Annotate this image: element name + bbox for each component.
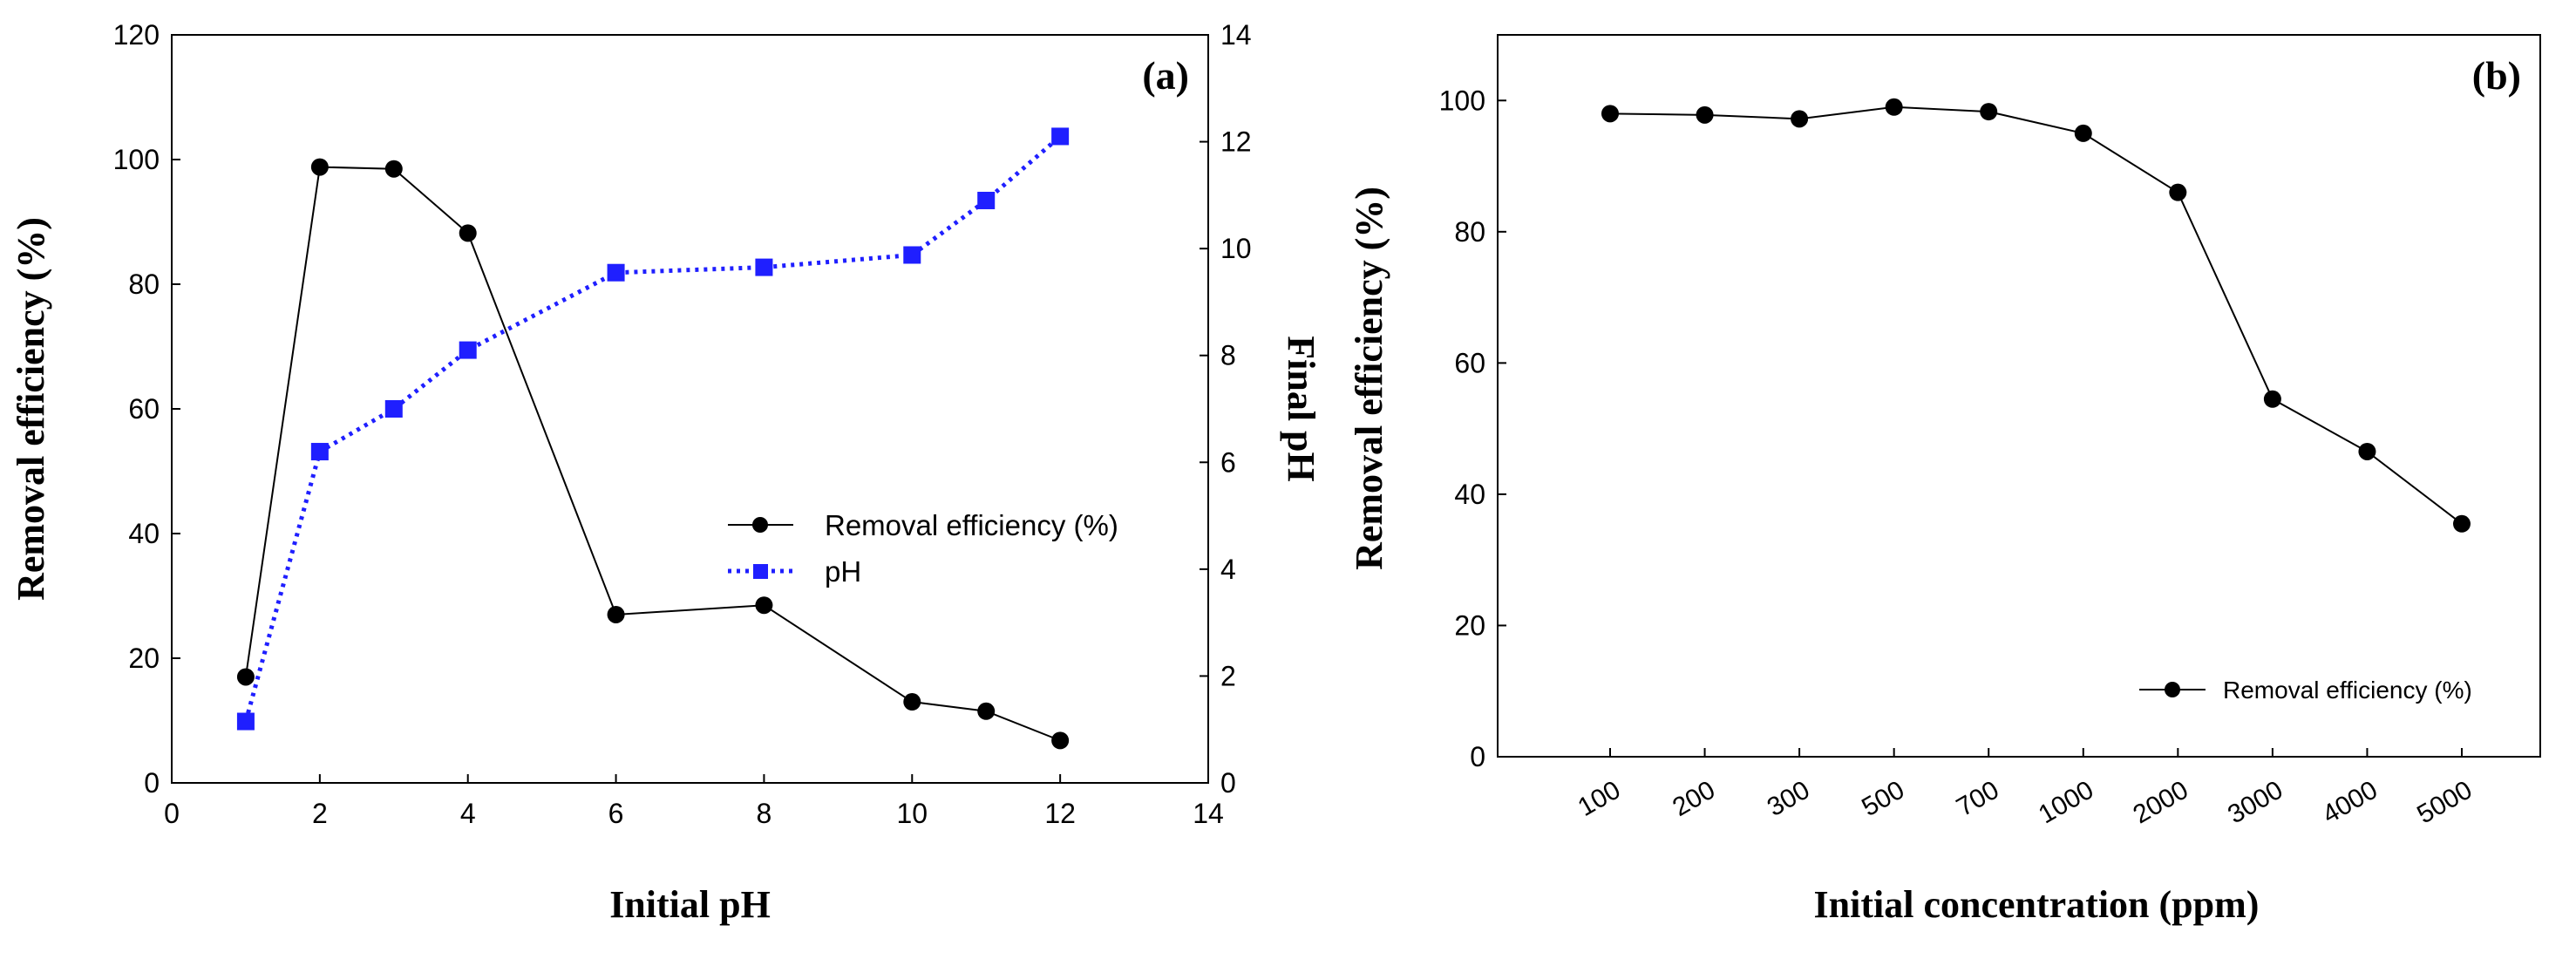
- x-tick-label: 10: [896, 798, 928, 829]
- legend-removal-label: Removal efficiency (%): [825, 509, 1118, 541]
- y2-tick-label: 6: [1220, 446, 1236, 478]
- legend-ph-label: pH: [825, 555, 861, 588]
- removal-point: [1696, 105, 1714, 124]
- removal-point: [1791, 110, 1809, 128]
- x-tick-label: 1000: [2034, 775, 2098, 829]
- removal-point: [903, 693, 921, 711]
- removal-point: [1980, 103, 1998, 121]
- x-tick-label: 300: [1763, 775, 1815, 822]
- removal-point: [1601, 105, 1619, 123]
- panel-b-x-axis: 100 200 300 500 700 1000 2000 3000 4000 5000: [1573, 748, 2477, 829]
- panel-b-series: [1601, 98, 2471, 533]
- y-tick-label: 60: [128, 393, 160, 425]
- y2-tick-label: 0: [1220, 767, 1236, 799]
- x-tick-label: 100: [1573, 775, 1626, 822]
- panel-b-plot-frame: [1497, 34, 2541, 758]
- panel-a-y2-axis-label: Final pH: [1280, 336, 1322, 482]
- x-tick-label: 3000: [2223, 775, 2287, 829]
- y-tick-label: 40: [128, 518, 160, 549]
- x-tick-label: 4000: [2318, 775, 2382, 829]
- removal-point: [1051, 731, 1070, 750]
- removal-point: [236, 668, 255, 686]
- removal-point: [384, 160, 403, 178]
- y-tick-label: 100: [1439, 85, 1485, 116]
- legend-removal-marker: [2165, 682, 2180, 697]
- y-tick-label: 120: [113, 19, 160, 51]
- y2-tick-label: 12: [1220, 126, 1252, 158]
- x-tick-label: 8: [757, 798, 772, 829]
- ph-point: [459, 341, 477, 359]
- ph-point: [903, 246, 921, 264]
- ph-point: [1051, 127, 1070, 146]
- legend-removal-label: Removal efficiency (%): [2223, 677, 2472, 704]
- removal-point: [2263, 390, 2281, 408]
- panel-a-x-axis: 0 2 4 6 8 10 12 14: [164, 774, 1224, 829]
- y-tick-label: 60: [1454, 347, 1485, 378]
- y2-tick-label: 10: [1220, 233, 1252, 264]
- removal-point: [2453, 514, 2471, 533]
- y-tick-label: 80: [1454, 216, 1485, 248]
- removal-point: [755, 596, 773, 615]
- y-tick-label: 80: [128, 269, 160, 300]
- y2-tick-label: 2: [1220, 660, 1236, 691]
- ph-point: [977, 191, 996, 209]
- x-tick-label: 4: [460, 798, 476, 829]
- y2-tick-label: 4: [1220, 554, 1236, 585]
- panel-a-legend: Removal efficiency (%) pH: [728, 509, 1118, 588]
- y2-tick-label: 14: [1220, 19, 1252, 51]
- x-tick-label: 2: [312, 798, 328, 829]
- ph-point: [236, 712, 255, 731]
- legend-removal-marker: [752, 517, 768, 533]
- x-tick-label: 14: [1193, 798, 1224, 829]
- removal-point: [607, 605, 625, 623]
- removal-point: [310, 158, 329, 176]
- x-tick-label: 5000: [2412, 775, 2477, 829]
- y-tick-label: 0: [1470, 741, 1485, 772]
- panel-b: 100 200 300 500 700 1000 2000 3000 4000 5000 0 20 4…: [1348, 34, 2541, 926]
- x-tick-label: 2000: [2129, 775, 2193, 829]
- x-tick-label: 12: [1044, 798, 1076, 829]
- x-tick-label: 200: [1668, 775, 1720, 822]
- removal-point: [1885, 98, 1903, 116]
- removal-point: [459, 224, 477, 242]
- removal-point: [977, 702, 996, 720]
- y-tick-label: 20: [1454, 609, 1485, 641]
- panel-b-x-axis-label: Initial concentration (ppm): [1814, 883, 2260, 926]
- ph-point: [310, 443, 329, 461]
- panel-b-label: (b): [2472, 53, 2521, 98]
- panel-a-y-axis-label: Removal efficiency (%): [10, 217, 52, 601]
- panel-a-y-axis: 0 20 40 60 80 100 120: [113, 19, 180, 799]
- panel-a-y2-axis: 0 2 4 6 8 10 12 14: [1200, 19, 1252, 799]
- y-tick-label: 40: [1454, 479, 1485, 510]
- removal-point: [2074, 124, 2092, 142]
- x-tick-label: 700: [1952, 775, 2004, 822]
- ph-point: [384, 400, 403, 418]
- x-tick-label: 6: [608, 798, 624, 829]
- panel-a-x-axis-label: Initial pH: [609, 883, 771, 926]
- ph-point: [607, 263, 625, 282]
- panel-b-y-axis-label: Removal efficiency (%): [1348, 187, 1390, 570]
- y-tick-label: 20: [128, 643, 160, 674]
- y-tick-label: 0: [144, 767, 160, 799]
- panel-b-legend: Removal efficiency (%): [2139, 677, 2472, 704]
- removal-point: [2169, 183, 2187, 201]
- y2-tick-label: 8: [1220, 340, 1236, 371]
- x-tick-label: 500: [1857, 775, 1909, 822]
- series-ph-line: [243, 134, 1062, 723]
- legend-ph-marker: [753, 564, 768, 579]
- series-removal-line: [1609, 105, 2463, 525]
- series-removal-line: [244, 166, 1061, 742]
- y-tick-label: 100: [113, 144, 160, 175]
- ph-point: [755, 258, 773, 276]
- panel-b-y-axis: 0 20 40 60 80 100: [1439, 85, 1506, 772]
- removal-point: [2358, 442, 2376, 460]
- panel-a-plot-frame: [171, 34, 1209, 784]
- panel-a-label: (a): [1142, 53, 1189, 98]
- x-tick-label: 0: [164, 798, 180, 829]
- panel-a-series: [236, 127, 1070, 750]
